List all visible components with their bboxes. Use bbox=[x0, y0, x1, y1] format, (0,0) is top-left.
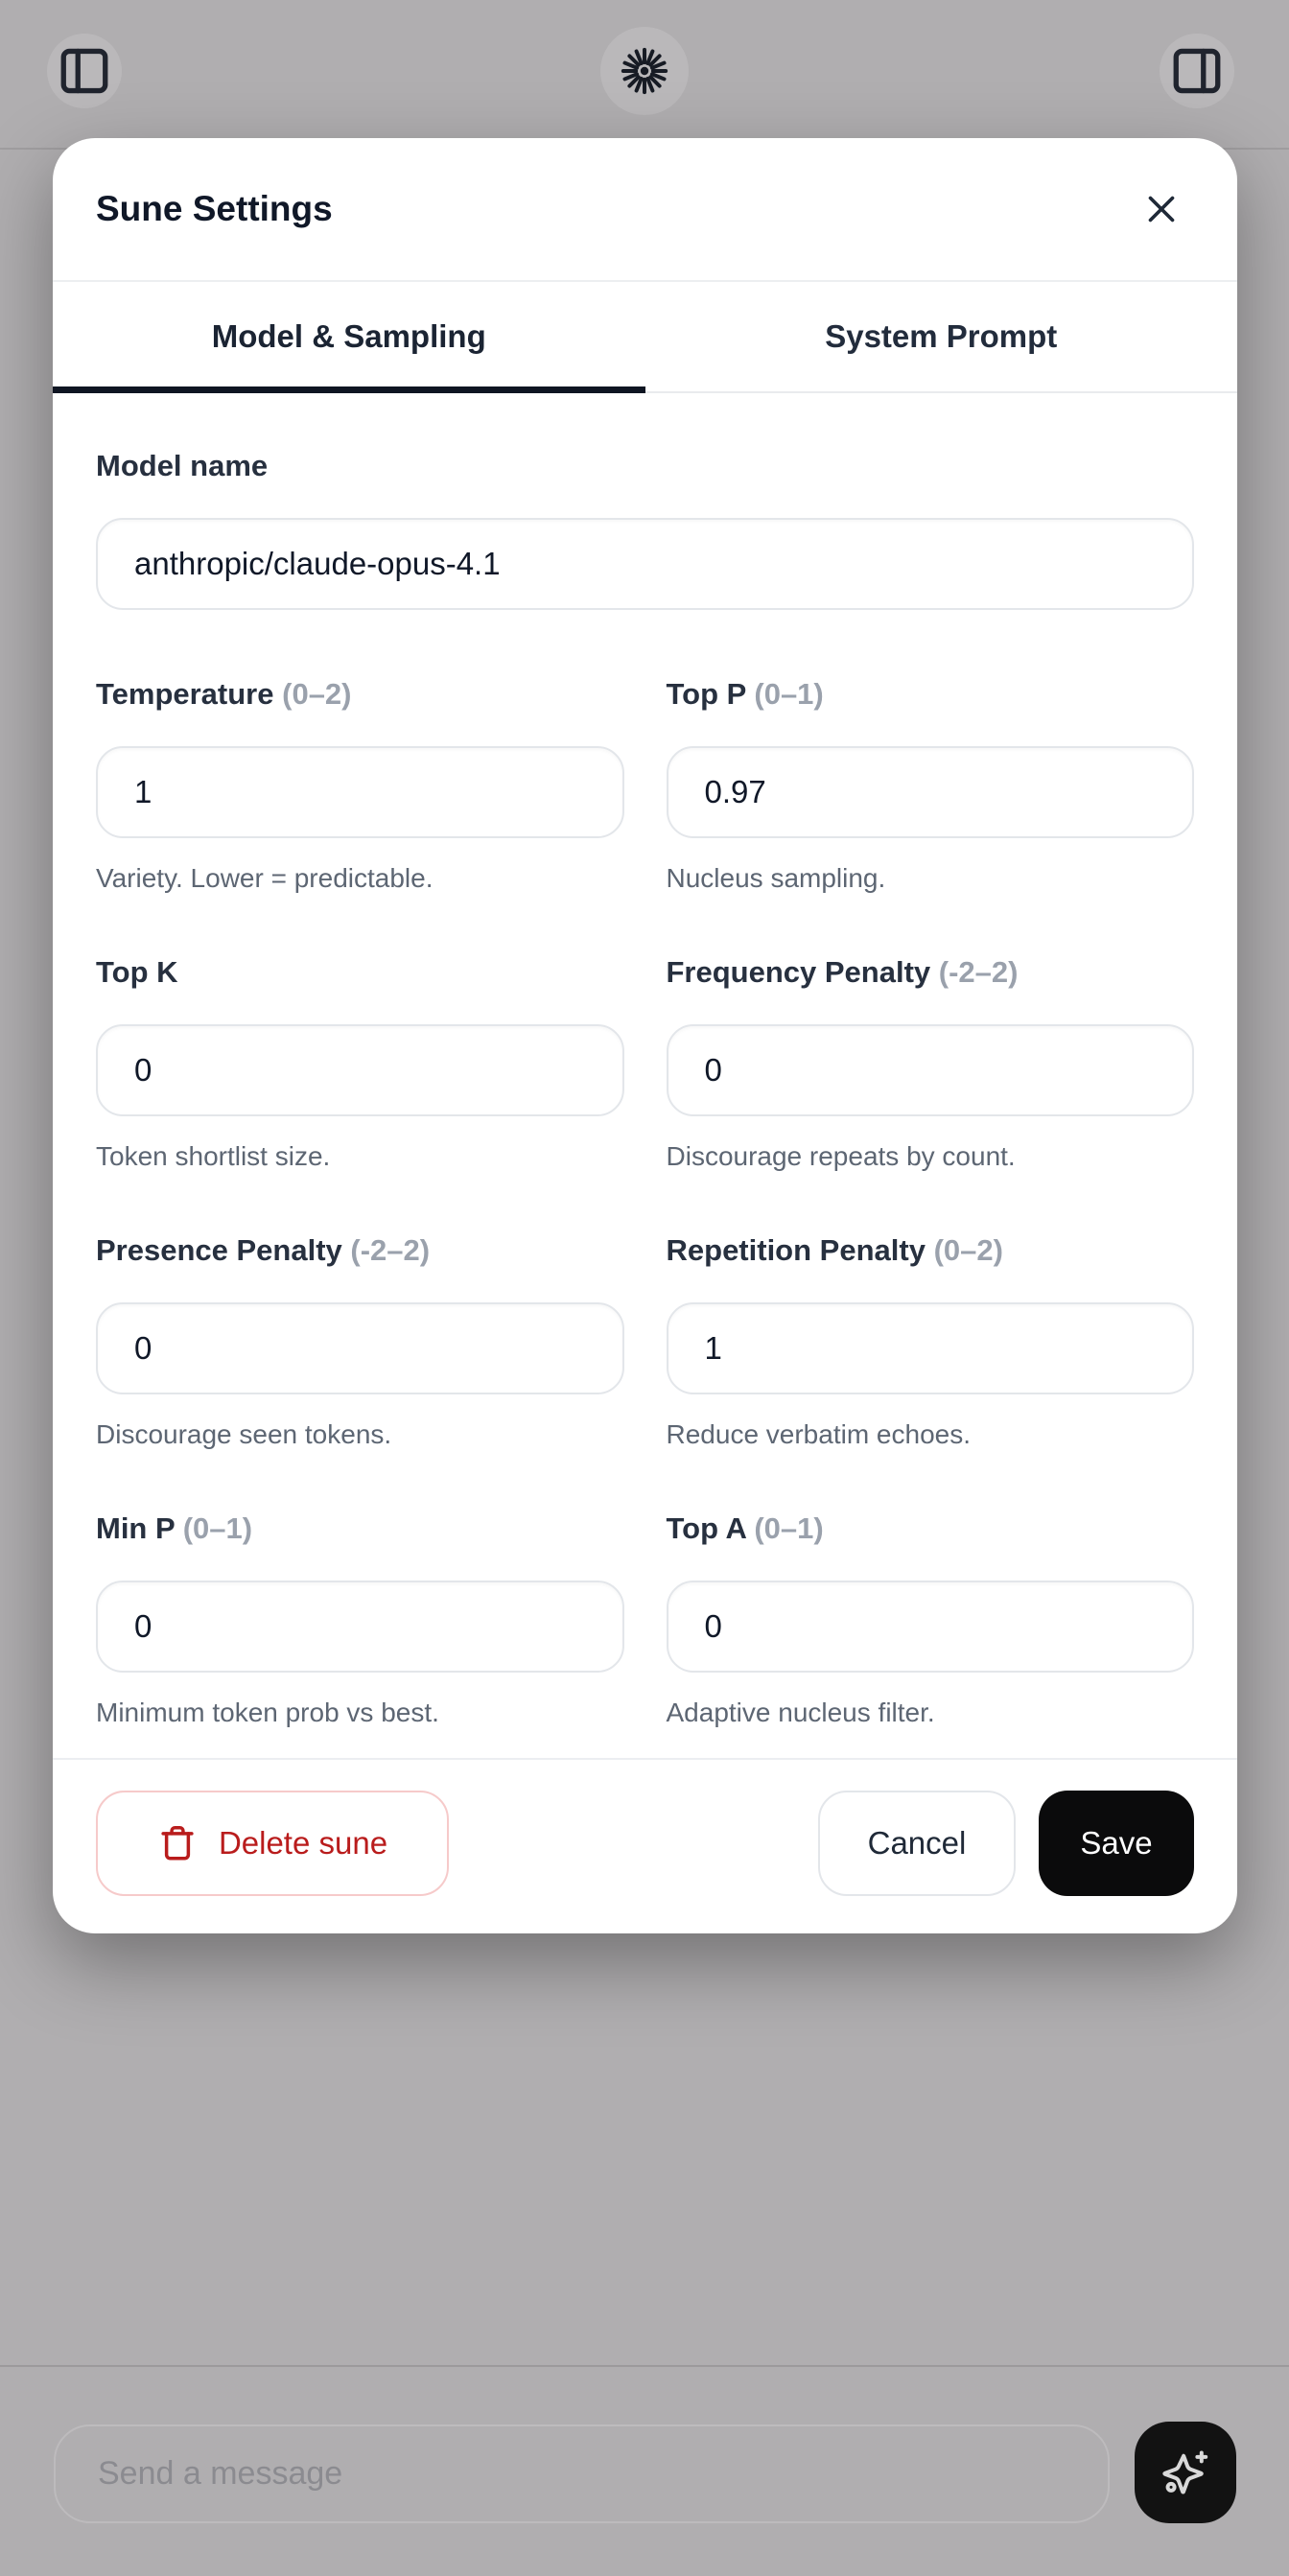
min-p-input[interactable] bbox=[96, 1581, 624, 1673]
repetition-penalty-help: Reduce verbatim echoes. bbox=[666, 1419, 972, 1449]
model-name-field: Model name bbox=[96, 449, 1194, 610]
save-label: Save bbox=[1080, 1824, 1153, 1861]
top-p-input[interactable] bbox=[666, 746, 1194, 838]
top-a-help: Adaptive nucleus filter. bbox=[666, 1698, 935, 1727]
frequency-penalty-field: Frequency Penalty (-2–2) Discourage repe… bbox=[666, 955, 1194, 1172]
top-p-field: Top P (0–1) Nucleus sampling. bbox=[666, 677, 1194, 894]
top-p-range-hint: (0–1) bbox=[754, 677, 824, 711]
presence-penalty-range-hint: (-2–2) bbox=[350, 1233, 431, 1267]
panel-left-icon bbox=[60, 48, 108, 94]
frequency-penalty-range-hint: (-2–2) bbox=[938, 955, 1019, 989]
presence-penalty-field: Presence Penalty (-2–2) Discourage seen … bbox=[96, 1233, 624, 1450]
top-a-range-hint: (0–1) bbox=[754, 1511, 824, 1545]
cancel-label: Cancel bbox=[867, 1824, 967, 1861]
min-p-help: Minimum token prob vs best. bbox=[96, 1698, 439, 1727]
presence-penalty-help: Discourage seen tokens. bbox=[96, 1419, 392, 1449]
model-name-label: Model name bbox=[96, 449, 269, 482]
sparkles-icon bbox=[1162, 2450, 1208, 2494]
message-input[interactable] bbox=[54, 2424, 1110, 2523]
top-a-label: Top A bbox=[666, 1511, 746, 1545]
starburst-icon bbox=[621, 47, 668, 95]
close-icon bbox=[1148, 196, 1175, 222]
top-k-help: Token shortlist size. bbox=[96, 1141, 331, 1171]
close-button[interactable] bbox=[1128, 176, 1195, 243]
temperature-input[interactable] bbox=[96, 746, 624, 838]
temperature-field: Temperature (0–2) Variety. Lower = predi… bbox=[96, 677, 624, 894]
top-k-field: Top K Token shortlist size. bbox=[96, 955, 624, 1172]
cancel-button[interactable]: Cancel bbox=[818, 1790, 1016, 1896]
temperature-label: Temperature bbox=[96, 677, 274, 711]
tab-system-prompt[interactable]: System Prompt bbox=[645, 282, 1238, 391]
dialog-footer: Delete sune Cancel Save bbox=[53, 1758, 1237, 1933]
delete-sune-button[interactable]: Delete sune bbox=[96, 1790, 449, 1896]
top-k-label: Top K bbox=[96, 955, 178, 989]
right-panel-toggle-button[interactable] bbox=[1160, 34, 1234, 108]
presence-penalty-input[interactable] bbox=[96, 1302, 624, 1394]
settings-form: Model name Temperature (0–2) Variety. Lo… bbox=[53, 393, 1237, 1758]
frequency-penalty-label: Frequency Penalty bbox=[666, 955, 931, 989]
delete-sune-label: Delete sune bbox=[218, 1824, 388, 1861]
frequency-penalty-input[interactable] bbox=[666, 1024, 1194, 1116]
trash-icon bbox=[161, 1825, 194, 1860]
app-top-bar bbox=[0, 0, 1289, 150]
top-a-input[interactable] bbox=[666, 1581, 1194, 1673]
model-name-input[interactable] bbox=[96, 518, 1194, 610]
composer-divider bbox=[0, 2365, 1289, 2367]
frequency-penalty-help: Discourage repeats by count. bbox=[666, 1141, 1016, 1171]
top-a-field: Top A (0–1) Adaptive nucleus filter. bbox=[666, 1511, 1194, 1728]
temperature-range-hint: (0–2) bbox=[282, 677, 352, 711]
tab-model-sampling[interactable]: Model & Sampling bbox=[53, 282, 645, 393]
top-p-label: Top P bbox=[666, 677, 746, 711]
save-button[interactable]: Save bbox=[1039, 1790, 1194, 1896]
presence-penalty-label: Presence Penalty bbox=[96, 1233, 342, 1267]
min-p-label: Min P bbox=[96, 1511, 176, 1545]
dialog-title: Sune Settings bbox=[96, 189, 333, 228]
sampling-param-grid: Temperature (0–2) Variety. Lower = predi… bbox=[96, 677, 1194, 1728]
sidebar-toggle-button[interactable] bbox=[47, 34, 122, 108]
send-button[interactable] bbox=[1135, 2422, 1236, 2523]
min-p-range-hint: (0–1) bbox=[182, 1511, 253, 1545]
repetition-penalty-range-hint: (0–2) bbox=[933, 1233, 1003, 1267]
dialog-header: Sune Settings bbox=[53, 138, 1237, 282]
top-p-help: Nucleus sampling. bbox=[666, 863, 886, 893]
min-p-field: Min P (0–1) Minimum token prob vs best. bbox=[96, 1511, 624, 1728]
sune-settings-dialog: Sune Settings Model & Sampling System Pr… bbox=[53, 138, 1237, 1933]
app-logo-button[interactable] bbox=[600, 27, 689, 115]
top-k-input[interactable] bbox=[96, 1024, 624, 1116]
temperature-help: Variety. Lower = predictable. bbox=[96, 863, 434, 893]
repetition-penalty-label: Repetition Penalty bbox=[666, 1233, 926, 1267]
settings-tabs: Model & Sampling System Prompt bbox=[53, 282, 1237, 393]
repetition-penalty-field: Repetition Penalty (0–2) Reduce verbatim… bbox=[666, 1233, 1194, 1450]
repetition-penalty-input[interactable] bbox=[666, 1302, 1194, 1394]
panel-right-icon bbox=[1173, 48, 1221, 94]
